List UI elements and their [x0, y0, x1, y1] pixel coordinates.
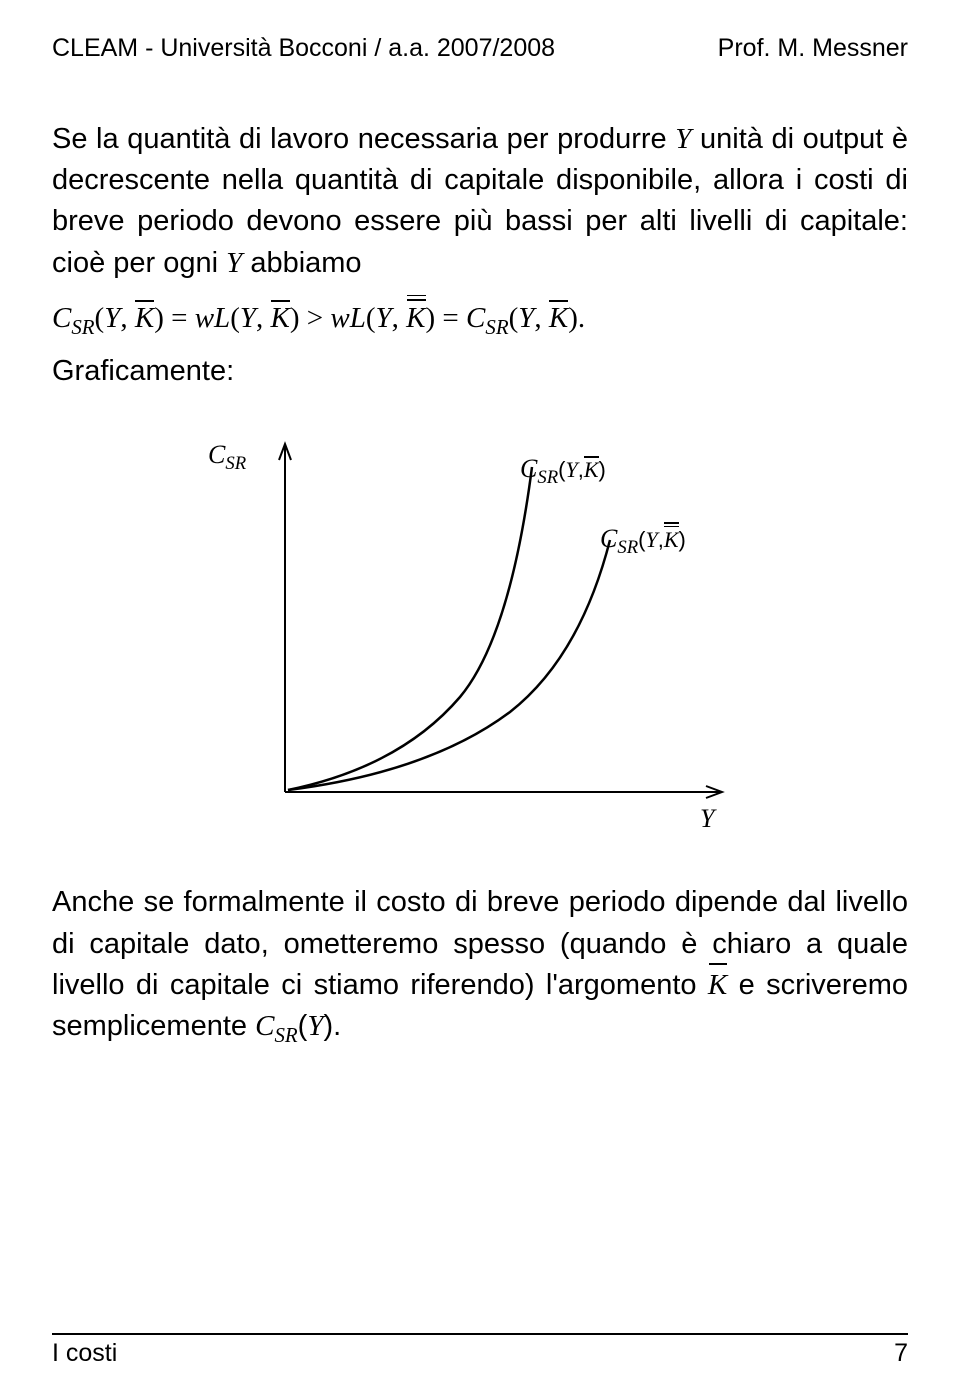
curve2-label: CSR(Y,K) [600, 524, 686, 559]
y-axis-C: C [208, 440, 225, 469]
cost-chart: CSR CSR(Y,K) CSR(Y,K) Y [200, 412, 760, 842]
chart-container: CSR CSR(Y,K) CSR(Y,K) Y [52, 412, 908, 842]
paragraph-1: Se la quantità di lavoro necessaria per … [52, 119, 908, 284]
curve1-label: CSR(Y,K) [520, 454, 606, 489]
y-axis-SR: SR [225, 454, 246, 475]
page-header: CLEAM - Università Bocconi / a.a. 2007/2… [52, 34, 908, 63]
header-right: Prof. M. Messner [718, 34, 908, 63]
chart-svg [200, 412, 760, 842]
math-Y-2: Y [226, 247, 242, 279]
curve1-SR: SR [537, 468, 558, 489]
para1-text-a: Se la quantità di lavoro necessaria per … [52, 123, 675, 155]
equation-line: CSR(Y, K) = wL(Y, K) > wL(Y, K) = CSR(Y,… [52, 302, 908, 340]
math-Y-1: Y [675, 123, 691, 155]
para1-text-c: abbiamo [242, 247, 361, 279]
curve2-SR: SR [617, 538, 638, 559]
footer-left: I costi [52, 1339, 117, 1368]
curve1-C: C [520, 454, 537, 483]
x-axis-label: Y [700, 804, 714, 834]
graficamente-label: Graficamente: [52, 355, 908, 388]
curve2-C: C [600, 524, 617, 553]
math-CSR-Y: CSR [255, 1010, 298, 1042]
paragraph-2: Anche se formalmente il costo di breve p… [52, 882, 908, 1050]
footer-right: 7 [894, 1339, 908, 1368]
x-axis-Y: Y [700, 804, 714, 833]
header-left: CLEAM - Università Bocconi / a.a. 2007/2… [52, 34, 555, 63]
math-Kbar: K [708, 965, 727, 1006]
page-footer: I costi 7 [52, 1333, 908, 1368]
y-axis-label: CSR [208, 440, 246, 475]
